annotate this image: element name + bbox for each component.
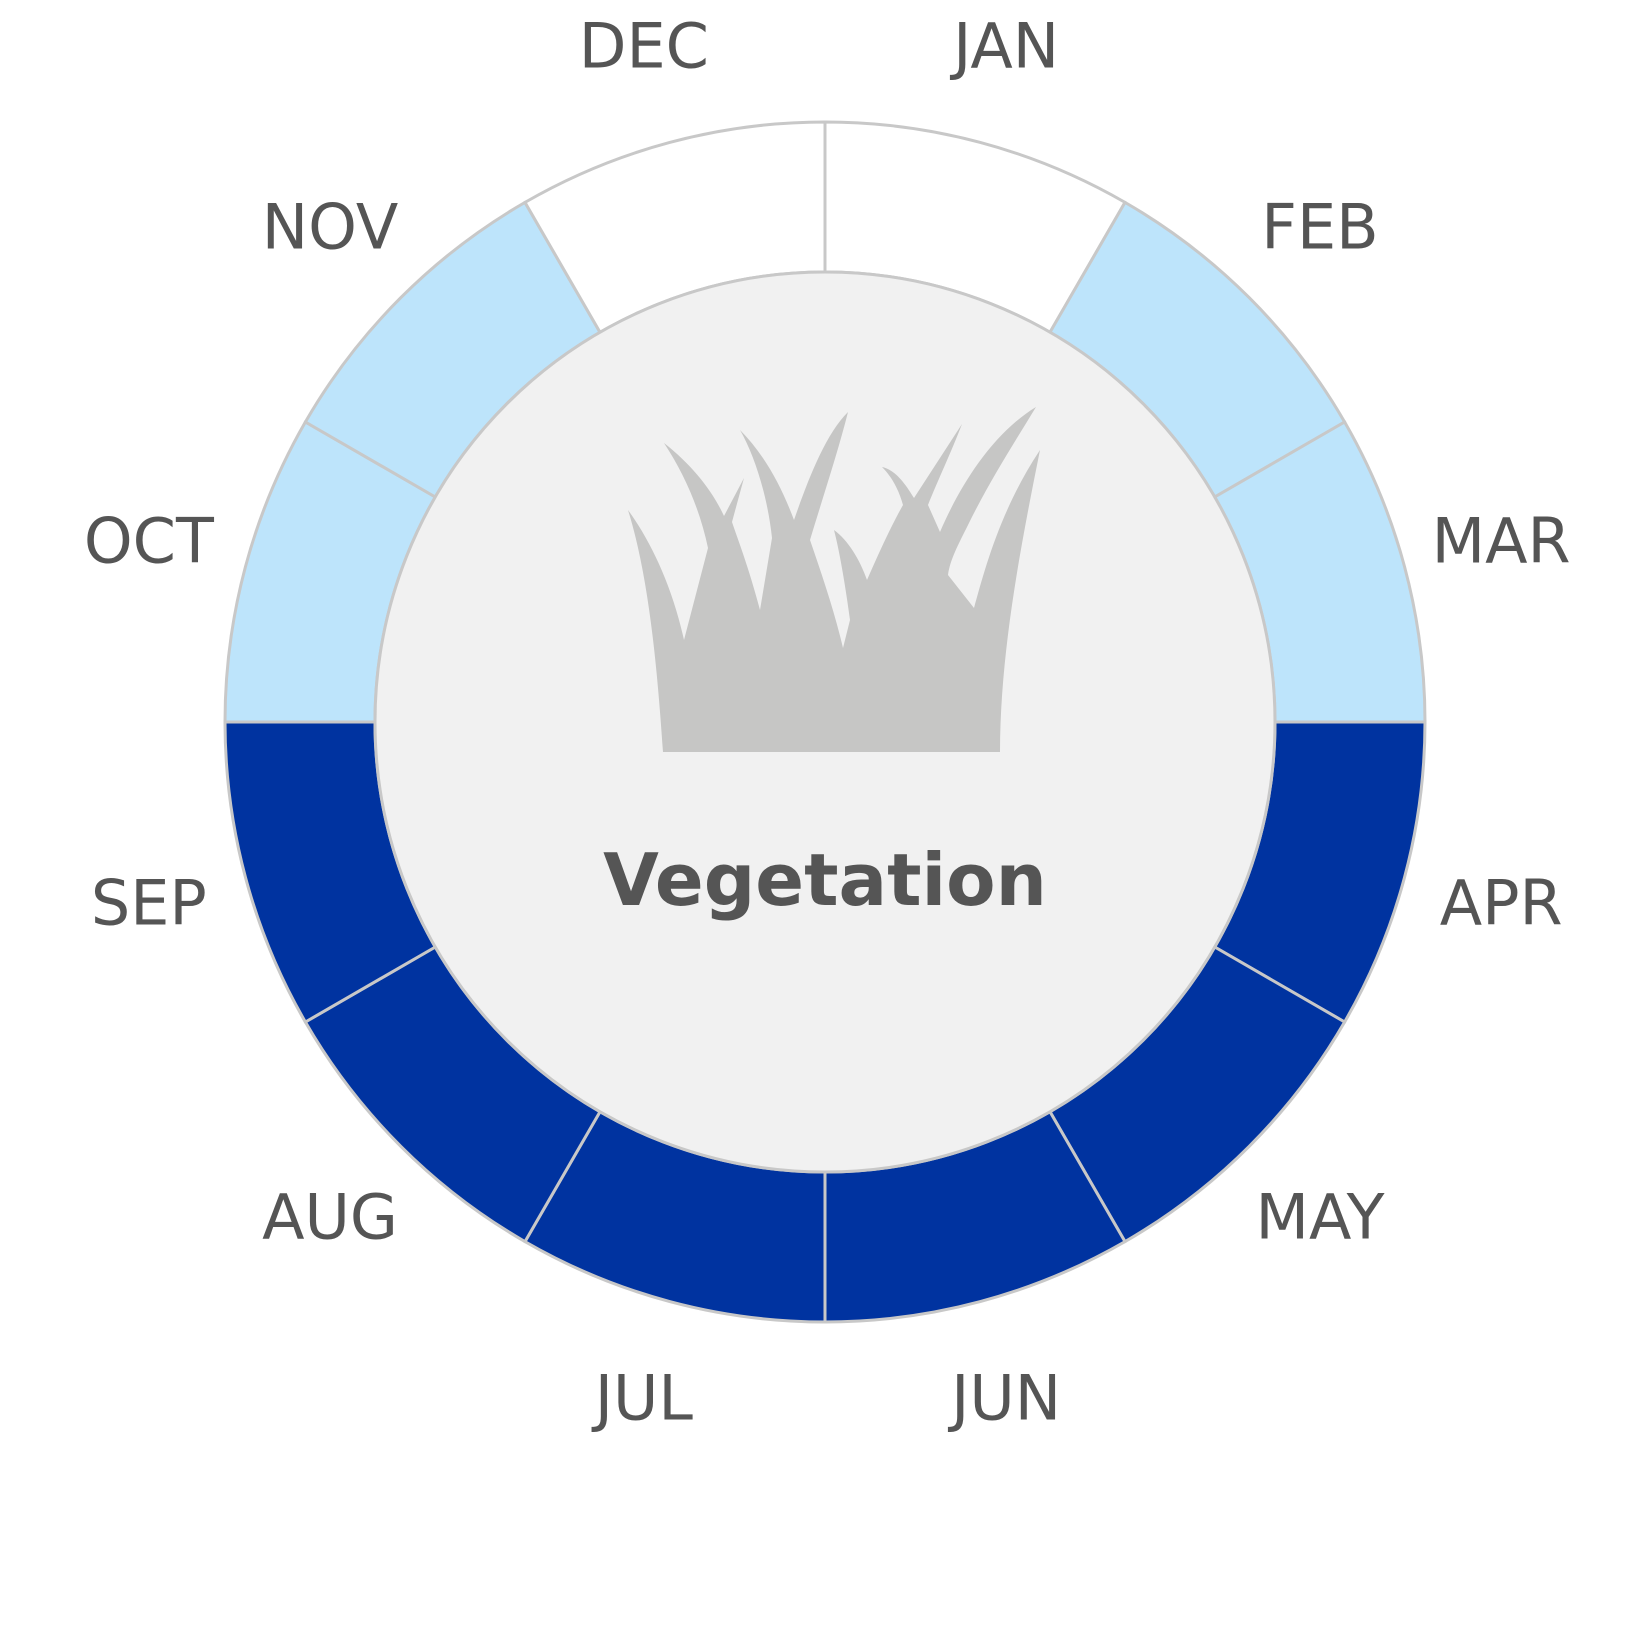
- grass-icon: [628, 407, 1040, 752]
- month-label-mar: MAR: [1432, 504, 1571, 577]
- month-label-apr: APR: [1440, 867, 1563, 940]
- month-labels: JAN FEB MAR APR MAY JUN JUL AUG SEP OCT NOV DEC: [84, 9, 1571, 1434]
- month-label-sep: SEP: [91, 867, 207, 940]
- month-label-dec: DEC: [579, 9, 709, 82]
- month-label-jul: JUL: [591, 1362, 694, 1435]
- chart-title: Vegetation: [603, 838, 1047, 922]
- month-label-aug: AUG: [262, 1180, 398, 1253]
- month-label-jun: JUN: [947, 1362, 1061, 1435]
- month-label-jan: JAN: [949, 9, 1059, 82]
- month-label-nov: NOV: [262, 191, 399, 264]
- month-label-may: MAY: [1255, 1180, 1384, 1253]
- month-label-feb: FEB: [1261, 191, 1378, 264]
- month-label-oct: OCT: [84, 504, 215, 577]
- month-ring: [223, 120, 1427, 1324]
